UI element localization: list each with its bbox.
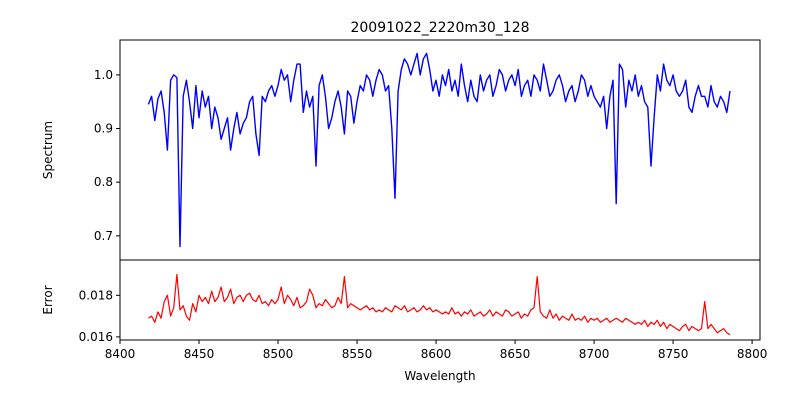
chart-title: 20091022_2220m30_128 [350,20,529,36]
x-tick-label: 8400 [105,347,136,361]
x-tick-label: 8800 [737,347,768,361]
error-axes-frame [119,259,761,341]
x-ticks: 8400 8450 8500 8550 8600 8650 8700 8750 8800 [105,340,768,361]
x-tick-label: 8500 [263,347,294,361]
x-tick-label: 8450 [184,347,215,361]
spectrum-y-ticks: 0.7 0.8 0.9 1.0 [94,68,120,243]
error-y-ticks: 0.016 0.018 [79,288,120,344]
spectrum-y-label: Spectrum [41,121,55,179]
error-line [148,273,731,336]
x-tick-label: 8750 [658,347,689,361]
error-panel: 0.016 0.018 Error [41,259,761,344]
spectrum-y-tick-label: 1.0 [94,68,113,82]
spectrum-y-tick-label: 0.7 [94,229,113,243]
error-y-tick-label: 0.018 [79,288,113,302]
error-y-tick-label: 0.016 [79,330,113,344]
spectrum-y-tick-label: 0.9 [94,122,113,136]
spectrum-y-tick-label: 0.8 [94,175,113,189]
x-tick-label: 8650 [500,347,531,361]
x-tick-label: 8550 [342,347,373,361]
spectrum-line [147,52,731,248]
error-y-label: Error [41,285,55,314]
x-axis-label: Wavelength [404,369,475,383]
x-tick-label: 8600 [421,347,452,361]
x-tick-label: 8700 [579,347,610,361]
